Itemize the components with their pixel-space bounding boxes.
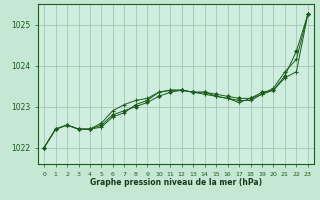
X-axis label: Graphe pression niveau de la mer (hPa): Graphe pression niveau de la mer (hPa) bbox=[90, 178, 262, 187]
